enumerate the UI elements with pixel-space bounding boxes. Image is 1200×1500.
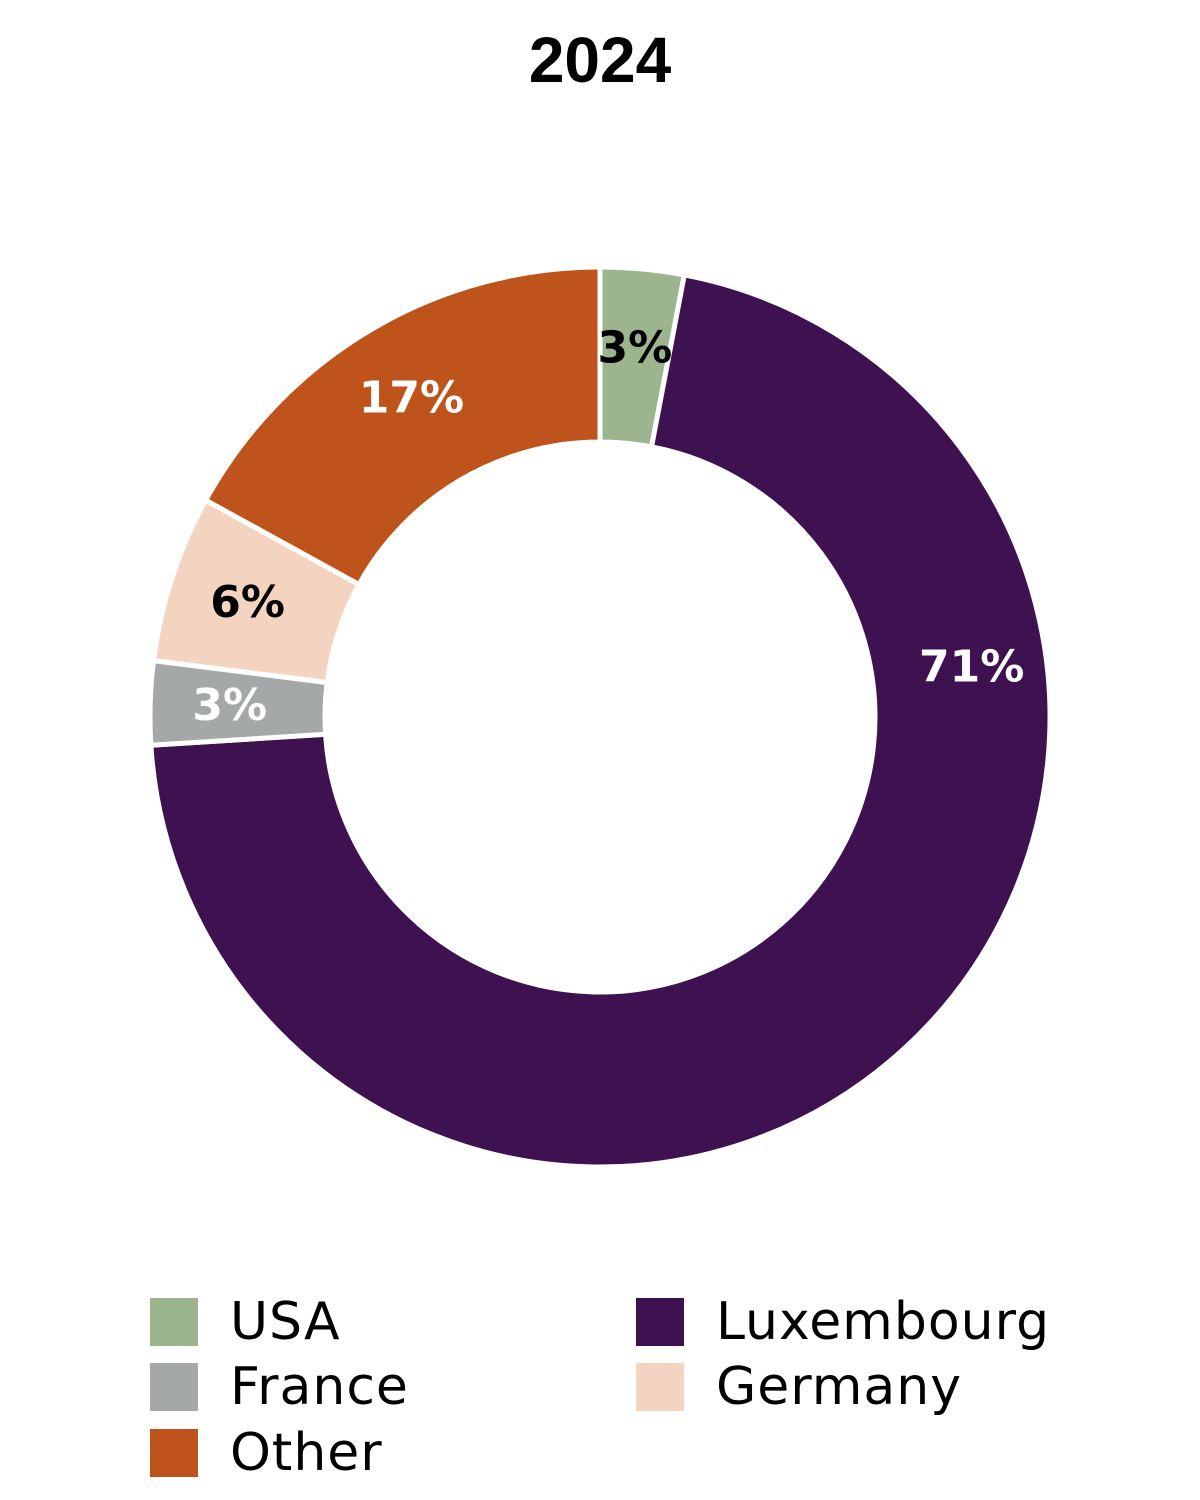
chart-title: 2024 bbox=[528, 24, 672, 96]
slice-other bbox=[202, 264, 603, 588]
slice-label-france: 3% bbox=[192, 680, 267, 731]
slice-label-usa: 3% bbox=[598, 323, 673, 374]
slice-labels-group: 3% 71% 3% 6% 17% bbox=[192, 323, 1024, 731]
slices-group bbox=[147, 264, 1053, 1170]
slice-label-germany: 6% bbox=[210, 577, 285, 628]
slice-label-other: 17% bbox=[359, 373, 464, 424]
slice-label-luxembourg: 71% bbox=[919, 642, 1024, 693]
slice-luxembourg bbox=[148, 272, 1053, 1170]
